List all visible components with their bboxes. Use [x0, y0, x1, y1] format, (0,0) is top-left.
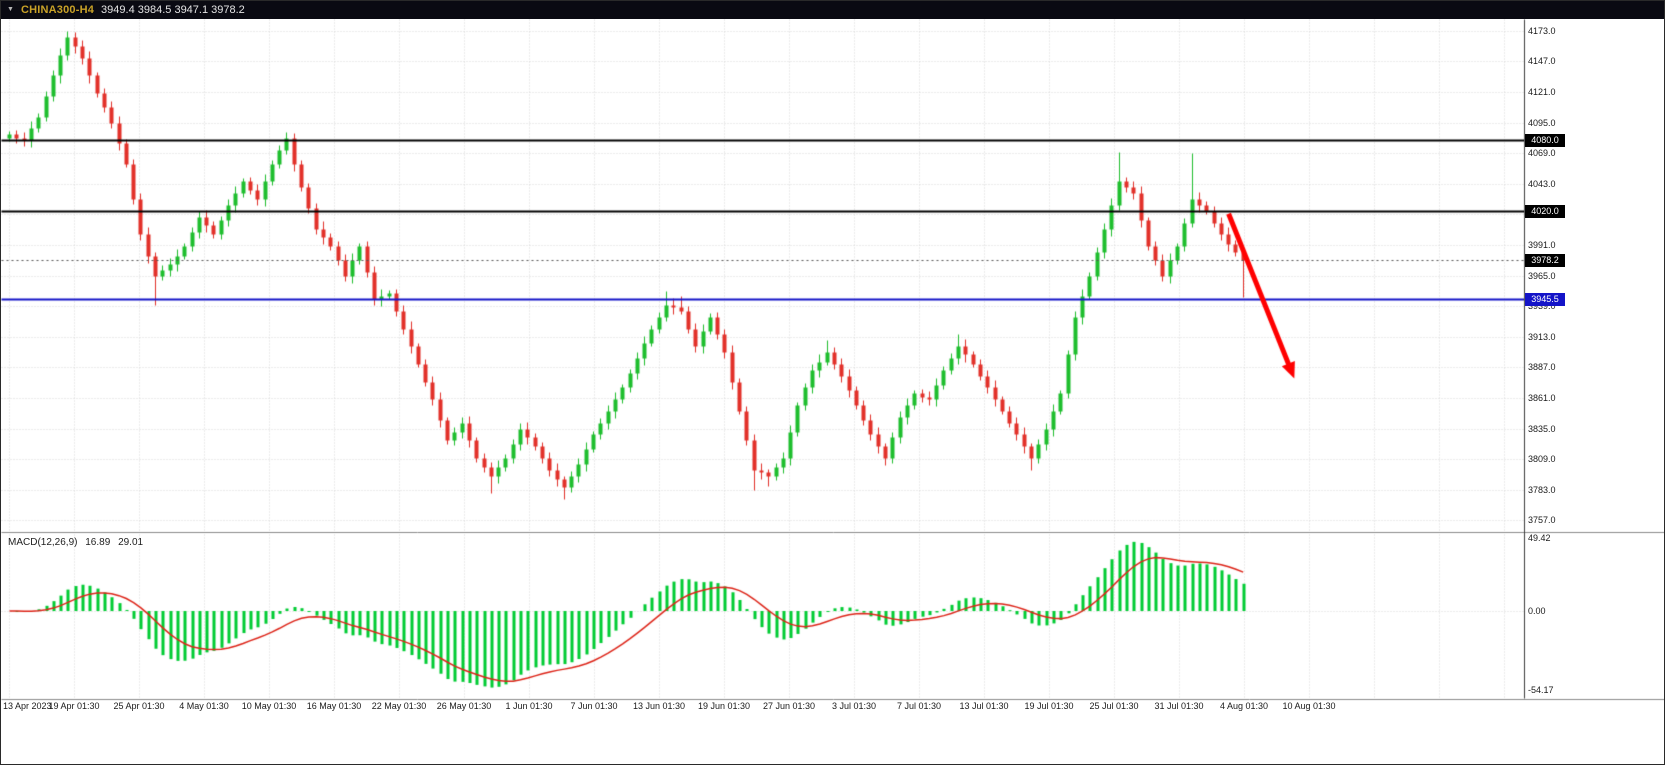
price-tick-label: 4069.0	[1528, 148, 1556, 159]
date-tick-label: 7 Jul 01:30	[896, 701, 942, 711]
macd-value: 16.89	[85, 537, 111, 548]
price-tick-label: 3783.0	[1528, 484, 1556, 495]
price-tick-label: 3939.0	[1528, 301, 1556, 312]
date-tick-label: 19 Jul 01:30	[1024, 701, 1074, 711]
date-tick-label: 22 May 01:30	[371, 701, 427, 711]
date-tick-label: 3 Jul 01:30	[831, 701, 877, 711]
date-tick-label: 4 Aug 01:30	[1219, 701, 1269, 711]
date-tick-label: 13 Jun 01:30	[632, 701, 686, 711]
date-tick-label: 7 Jun 01:30	[570, 701, 618, 711]
price-tick-label: 4147.0	[1528, 56, 1556, 67]
price-tick-label: 3861.0	[1528, 392, 1556, 403]
macd-indicator-name: MACD(12,26,9)	[8, 537, 78, 548]
price-level-label: 4080.0	[1525, 134, 1565, 148]
macd-tick-label: -54.17	[1528, 685, 1554, 695]
price-tick-label: 3809.0	[1528, 454, 1556, 465]
chart-title-bar: ▼ CHINA300-H4 3949.4 3984.5 3947.1 3978.…	[1, 1, 1664, 19]
symbol-dropdown-icon[interactable]: ▼	[7, 6, 14, 13]
price-level-label: 3945.5	[1525, 292, 1565, 306]
price-tick-label: 4095.0	[1528, 117, 1556, 128]
date-tick-label: 25 Apr 01:30	[113, 701, 165, 711]
macd-signal-value: 29.01	[118, 537, 144, 548]
price-tick-label: 4043.0	[1528, 178, 1556, 189]
date-tick-label: 13 Apr 2023	[3, 701, 52, 711]
price-tick-label: 3887.0	[1528, 362, 1556, 373]
price-tick-label: 3913.0	[1528, 331, 1556, 342]
macd-indicator-header: MACD(12,26,9) 16.89 29.01	[8, 537, 143, 548]
date-tick-label: 19 Apr 01:30	[48, 701, 100, 711]
date-tick-label: 10 May 01:30	[241, 701, 297, 711]
date-tick-label: 26 May 01:30	[436, 701, 492, 711]
date-tick-label: 13 Jul 01:30	[959, 701, 1009, 711]
price-tick-label: 3991.0	[1528, 239, 1556, 250]
price-tick-label: 4173.0	[1528, 25, 1556, 36]
date-tick-label: 16 May 01:30	[306, 701, 362, 711]
price-tick-label: 3835.0	[1528, 423, 1556, 434]
date-tick-label: 25 Jul 01:30	[1089, 701, 1139, 711]
date-tick-label: 31 Jul 01:30	[1154, 701, 1204, 711]
date-tick-label: 27 Jun 01:30	[762, 701, 816, 711]
macd-tick-label: 0.00	[1528, 605, 1546, 616]
price-level-label: 4020.0	[1525, 204, 1565, 218]
date-tick-label: 4 May 01:30	[179, 701, 229, 711]
price-tick-label: 3965.0	[1528, 270, 1556, 281]
date-tick-label: 19 Jun 01:30	[697, 701, 751, 711]
date-tick-label: 1 Jun 01:30	[505, 701, 553, 711]
price-tick-label: 4121.0	[1528, 86, 1556, 97]
ohlc-values: 3949.4 3984.5 3947.1 3978.2	[101, 4, 245, 16]
date-tick-label: 10 Aug 01:30	[1282, 701, 1336, 711]
price-level-label: 3978.2	[1525, 254, 1565, 268]
price-tick-label: 3757.0	[1528, 515, 1556, 526]
symbol-timeframe-label: CHINA300-H4	[20, 4, 95, 16]
macd-tick-label: 49.42	[1528, 533, 1551, 543]
